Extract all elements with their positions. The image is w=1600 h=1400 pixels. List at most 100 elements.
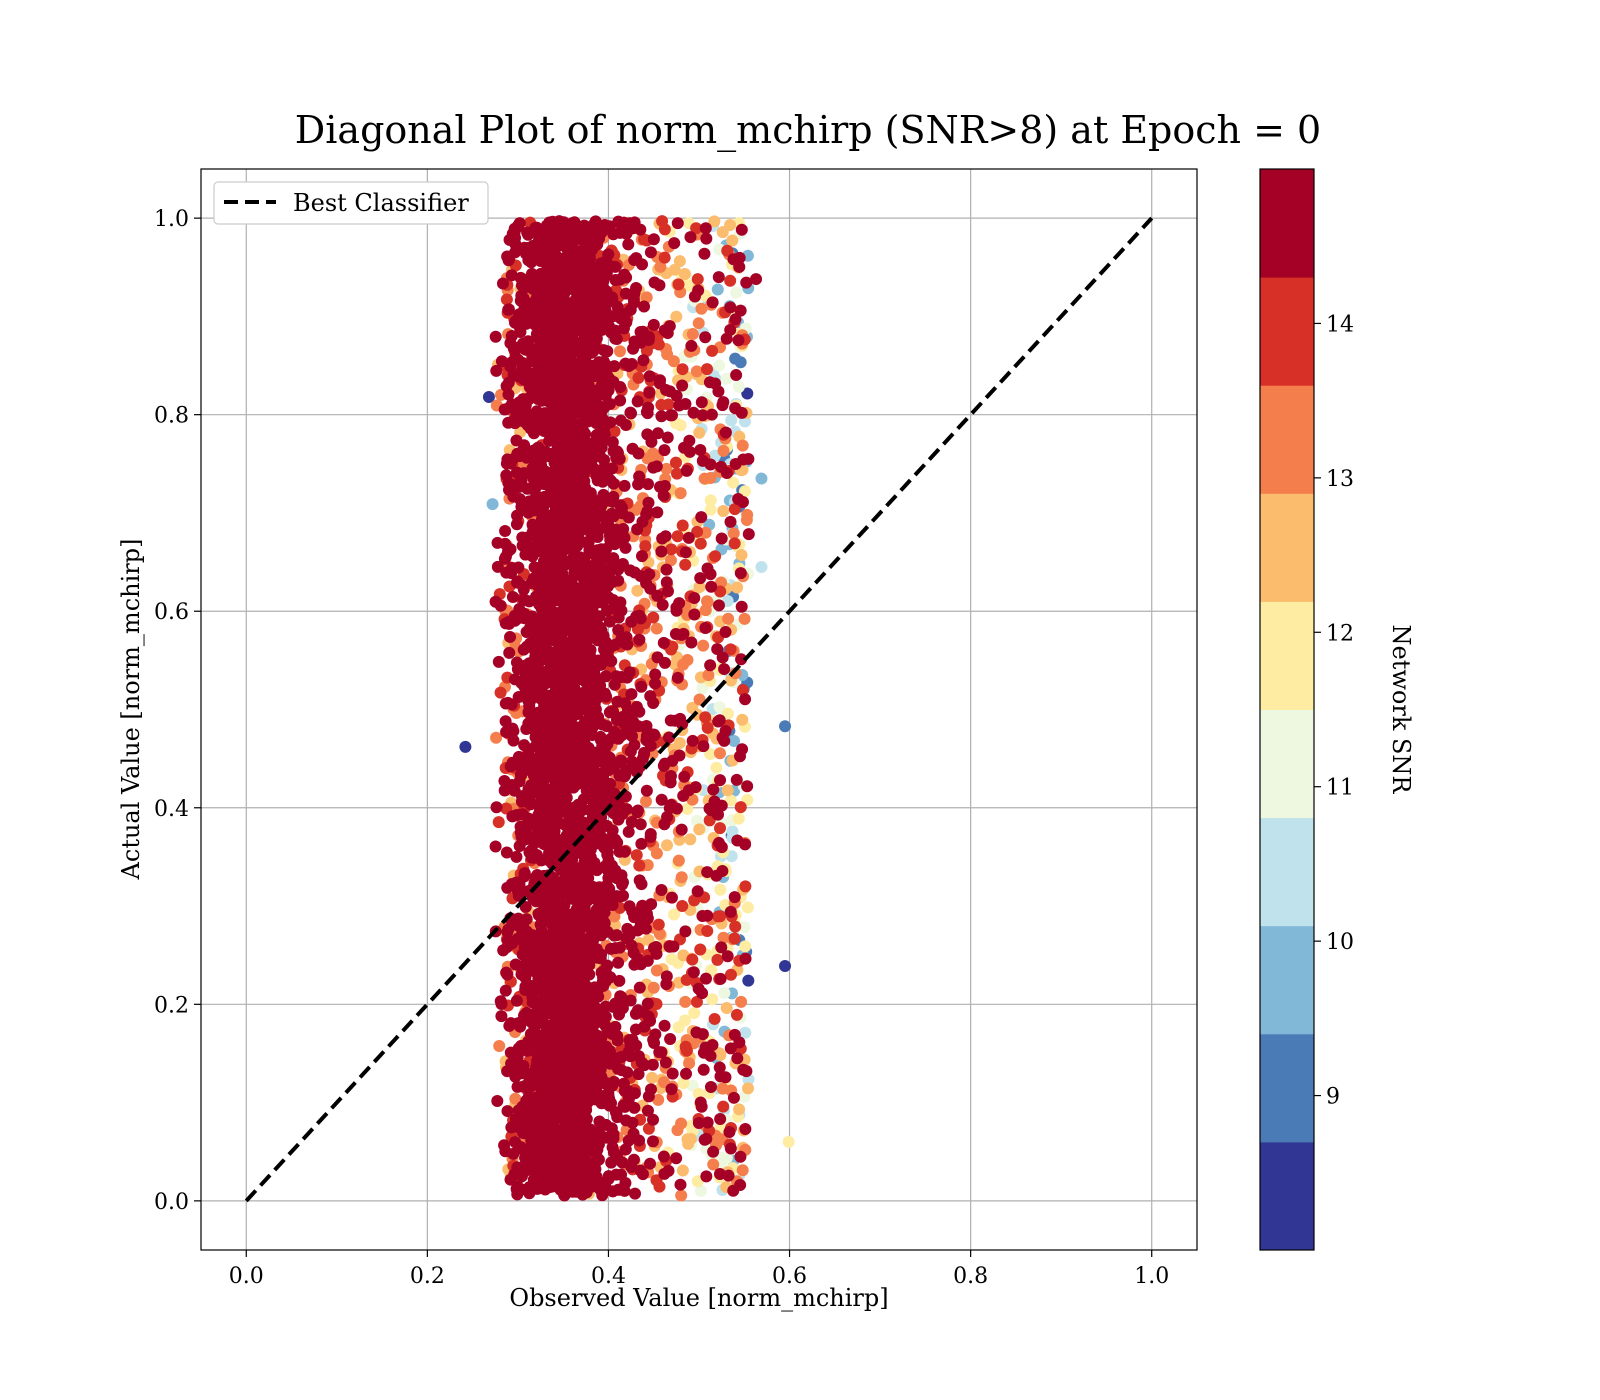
scatter-point [680,973,693,986]
scatter-point [675,871,688,884]
scatter-point [671,1124,684,1137]
scatter-point [569,314,582,327]
scatter-point [739,1026,752,1039]
scatter-point [559,486,572,499]
scatter-point [504,543,517,556]
scatter-point [714,1048,727,1061]
scatter-point [495,998,508,1011]
scatter-point [511,808,524,821]
scatter-point [664,776,677,789]
scatter-point [569,612,582,625]
scatter-point [659,1056,672,1069]
scatter-point [622,825,635,838]
scatter-point [736,713,749,726]
scatter-point [607,1146,620,1159]
scatter-point [555,235,568,248]
scatter-point [521,482,534,495]
scatter-point [647,318,660,331]
scatter-point [644,1014,657,1027]
scatter-point [580,874,593,887]
scatter-point [676,899,689,912]
scatter-point [617,889,630,902]
scatter-point [544,797,557,810]
scatter-point [725,414,738,427]
scatter-point [656,532,669,545]
scatter-point [601,258,614,271]
scatter-point [664,1032,677,1045]
scatter-point [557,1157,570,1170]
scatter-point [573,1004,586,1017]
scatter-point [632,1068,645,1081]
scatter-point [735,995,748,1008]
scatter-point [727,476,740,489]
scatter-point [517,363,530,376]
scatter-point [636,1168,649,1181]
scatter-point [640,784,653,797]
scatter-point [625,1161,638,1174]
scatter-point [583,763,596,776]
scatter-point [647,1113,660,1126]
scatter-point [616,1156,629,1169]
scatter-point [581,863,594,876]
scatter-point [656,598,669,611]
scatter-point [713,822,726,835]
scatter-point [720,1151,733,1164]
scatter-point [649,677,662,690]
scatter-point [491,560,504,573]
scatter-point [560,791,573,804]
scatter-point [694,943,707,956]
scatter-point [574,1075,587,1088]
scatter-point [643,386,656,399]
scatter-point [606,899,619,912]
scatter-point [604,733,617,746]
scatter-point [635,550,648,563]
scatter-point [523,496,536,509]
scatter-point [582,909,595,922]
scatter-point [690,1026,703,1039]
scatter-point [670,1152,683,1165]
scatter-point [588,397,601,410]
scatter-point [660,462,673,475]
scatter-point [580,303,593,316]
scatter-point [779,959,792,972]
scatter-point [735,406,748,419]
scatter-point [499,525,512,538]
scatter-point [718,663,731,676]
scatter-point [599,754,612,767]
scatter-point [614,394,627,407]
scatter-point [650,622,663,635]
scatter-point [726,234,739,247]
scatter-point [688,592,701,605]
scatter-point [658,1167,671,1180]
scatter-point [637,354,650,367]
scatter-point [730,286,743,299]
scatter-point [740,1065,753,1078]
scatter-point [590,1148,603,1161]
scatter-point [704,1081,717,1094]
scatter-point [686,953,699,966]
scatter-point [640,291,653,304]
scatter-point [667,940,680,953]
scatter-point [601,580,614,593]
scatter-point [736,1164,749,1177]
scatter-point [676,363,689,376]
scatter-point [708,215,721,228]
scatter-point [505,1121,518,1134]
scatter-point [707,783,720,796]
scatter-point [490,364,503,377]
scatter-point [619,637,632,650]
scatter-point [650,847,663,860]
scatter-point [651,427,664,440]
scatter-point [519,900,532,913]
scatter-point [665,798,678,811]
scatter-point [643,370,656,383]
scatter-point [671,671,684,684]
scatter-point [655,410,668,423]
scatter-point [501,881,514,894]
scatter-point [492,655,505,668]
scatter-point [602,1089,615,1102]
scatter-point [728,891,741,904]
scatter-point [700,1170,713,1183]
scatter-point [609,942,622,955]
scatter-point [724,905,737,918]
